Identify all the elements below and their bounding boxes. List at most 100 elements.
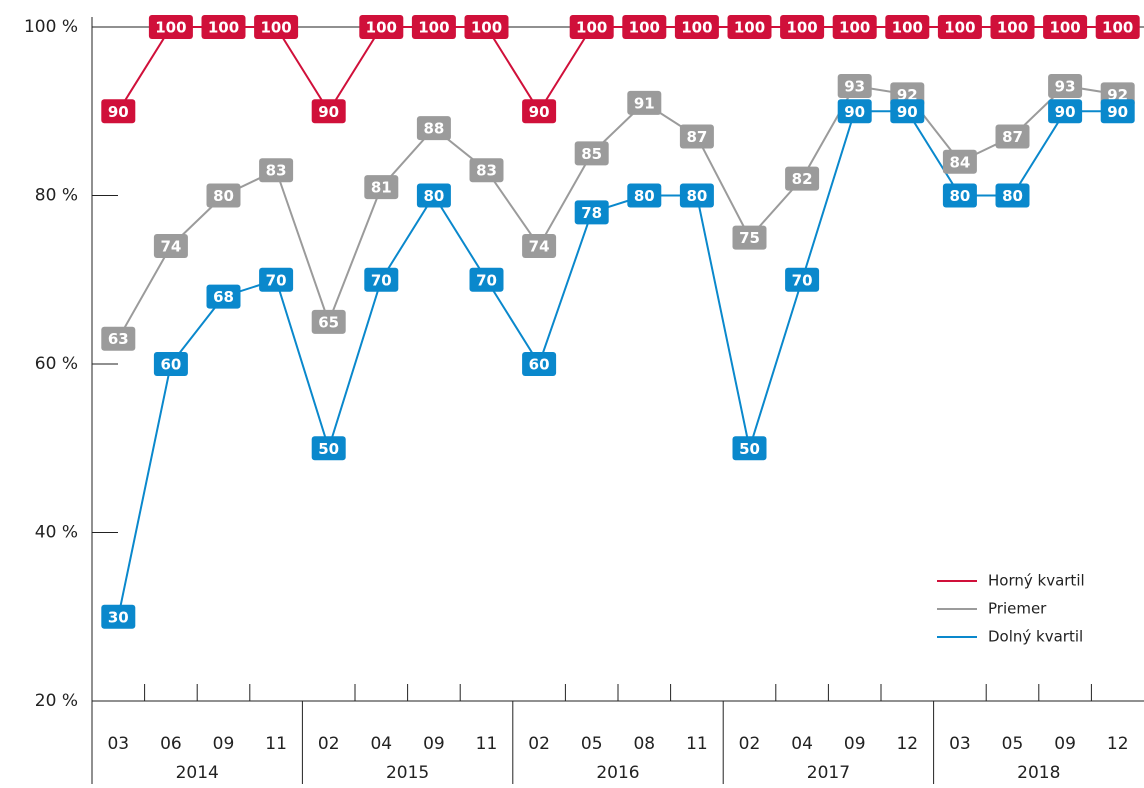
data-label-box [837, 99, 872, 124]
x-tick-label: 12 [1107, 734, 1129, 754]
data-label: 80 [679, 183, 714, 208]
data-label: 87 [679, 124, 714, 149]
data-label-box [1043, 15, 1088, 39]
data-label-text: 100 [418, 19, 449, 37]
data-label-text: 60 [529, 356, 550, 374]
series-line [117, 26, 1118, 114]
data-label: 100 [622, 15, 667, 39]
data-label-text: 68 [213, 288, 234, 306]
data-label-box [522, 352, 557, 376]
data-label-text: 80 [213, 187, 234, 205]
data-label-text: 100 [1102, 19, 1133, 37]
data-label-box [469, 267, 504, 292]
data-label-box [416, 116, 451, 141]
data-label: 100 [569, 15, 614, 39]
data-label-text: 100 [734, 19, 765, 37]
group-label: 2014 [176, 763, 219, 783]
x-tick-label: 02 [528, 734, 550, 754]
data-label: 65 [311, 309, 346, 334]
x-tick-label: 09 [213, 734, 235, 754]
data-label: 63 [101, 326, 136, 351]
x-tick-label: 02 [739, 734, 761, 754]
data-label-text: 87 [686, 128, 707, 146]
data-label: 74 [153, 234, 188, 259]
data-label-box [679, 183, 714, 208]
data-label-box [259, 267, 294, 292]
data-label: 90 [1100, 99, 1135, 124]
data-label-box [411, 15, 456, 39]
series-line [117, 110, 1118, 617]
data-label-text: 100 [786, 19, 817, 37]
x-tick-label: 03 [949, 734, 971, 754]
data-label: 87 [995, 124, 1030, 149]
data-label-box [674, 15, 719, 39]
data-label: 90 [890, 99, 925, 124]
x-tick-label: 12 [896, 734, 918, 754]
data-label-box [153, 234, 188, 259]
data-label-text: 100 [839, 19, 870, 37]
data-label-text: 74 [160, 238, 181, 256]
data-label: 100 [201, 15, 246, 39]
data-label: 60 [522, 352, 557, 376]
y-tick-label: 60 % [35, 354, 78, 374]
data-label-box [522, 234, 557, 259]
x-tick-label: 11 [686, 734, 708, 754]
data-label-box [101, 99, 136, 124]
data-label-text: 90 [1055, 103, 1076, 121]
data-label: 78 [574, 200, 609, 225]
data-label-text: 83 [266, 162, 287, 180]
data-label-text: 100 [260, 19, 291, 37]
legend-label: Horný kvartil [988, 572, 1085, 590]
data-label-text: 100 [576, 19, 607, 37]
data-label: 50 [311, 436, 346, 461]
x-tick-label: 09 [844, 734, 866, 754]
x-tick-label: 08 [633, 734, 655, 754]
data-label-box [311, 436, 346, 461]
data-label-text: 93 [844, 77, 865, 95]
data-label-box [1095, 15, 1140, 39]
data-label-text: 90 [1107, 103, 1128, 121]
data-label-box [622, 15, 667, 39]
data-label-box [1048, 73, 1083, 98]
data-label-text: 30 [108, 608, 129, 626]
data-label: 100 [464, 15, 509, 39]
data-label-box [990, 15, 1035, 39]
y-tick-label: 80 % [35, 186, 78, 206]
data-label-text: 100 [1049, 19, 1080, 37]
data-label-box [885, 15, 930, 39]
group-label: 2015 [386, 763, 429, 783]
data-label: 100 [1095, 15, 1140, 39]
data-label-text: 85 [581, 145, 602, 163]
data-label-box [627, 90, 662, 115]
data-label: 83 [469, 158, 504, 183]
data-label-text: 63 [108, 330, 129, 348]
data-label: 90 [311, 99, 346, 124]
x-tick-label: 06 [160, 734, 182, 754]
data-label: 100 [674, 15, 719, 39]
data-label: 100 [990, 15, 1035, 39]
x-tick-label: 03 [107, 734, 129, 754]
data-label-text: 65 [318, 313, 339, 331]
data-label: 80 [627, 183, 662, 208]
data-label-box [732, 225, 767, 250]
data-label: 74 [522, 234, 557, 259]
data-label: 100 [411, 15, 456, 39]
data-label-box [101, 326, 136, 351]
x-tick-label: 05 [1002, 734, 1024, 754]
data-label: 100 [359, 15, 404, 39]
data-label-text: 100 [892, 19, 923, 37]
data-label: 70 [364, 267, 399, 292]
data-label-box [522, 99, 557, 124]
data-label-text: 90 [897, 103, 918, 121]
data-label-text: 93 [1055, 77, 1076, 95]
data-label-text: 90 [844, 103, 865, 121]
data-label-text: 50 [318, 440, 339, 458]
x-tick-label: 11 [476, 734, 498, 754]
data-label-text: 70 [476, 271, 497, 289]
data-label-text: 88 [423, 120, 444, 138]
data-label-box [780, 15, 825, 39]
data-label: 90 [837, 99, 872, 124]
y-tick-label: 20 % [35, 691, 78, 711]
data-label-box [1048, 99, 1083, 124]
